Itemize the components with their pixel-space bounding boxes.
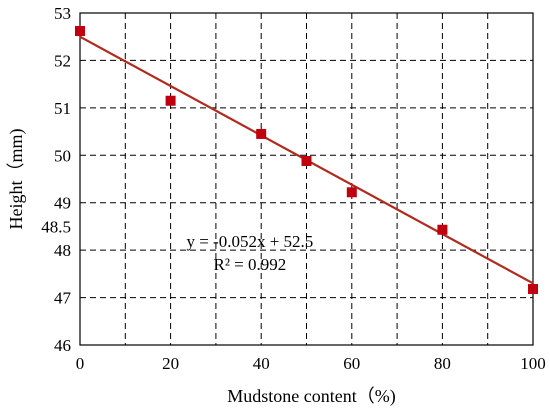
x-tick-label: 20 <box>162 354 179 373</box>
plot-frame <box>79 12 534 346</box>
y-axis-title: Height（mm) <box>6 129 27 230</box>
r-squared-label: R² = 0.992 <box>213 255 286 274</box>
y-tick-label: 46 <box>54 336 71 355</box>
x-tick-label: 40 <box>253 354 270 373</box>
data-point <box>301 155 312 166</box>
x-tick-label: 60 <box>343 354 360 373</box>
x-axis-title: Mudstone content（%) <box>227 386 395 407</box>
trendline-equation: y = -0.052x + 52.5 <box>186 232 313 251</box>
y-tick-label: 48 <box>54 241 71 260</box>
data-points <box>75 26 538 295</box>
y-tick-label: 47 <box>54 289 72 308</box>
y-tick-label: 50 <box>54 146 71 165</box>
y-tick-label: 53 <box>54 4 71 23</box>
y-axis-ticks: 46 47 48 48.5 49 50 51 52 53 <box>41 4 71 355</box>
x-axis-ticks: 0 20 40 60 80 100 <box>76 354 546 373</box>
data-point <box>256 128 267 139</box>
data-point <box>346 187 357 198</box>
x-tick-label: 80 <box>434 354 451 373</box>
data-point <box>528 284 538 295</box>
data-point <box>437 224 448 235</box>
y-tick-label: 51 <box>54 99 71 118</box>
data-point <box>75 26 85 37</box>
data-point <box>165 95 176 106</box>
y-tick-label: 49 <box>54 194 71 213</box>
x-tick-label: 100 <box>520 354 546 373</box>
grid-lines <box>80 13 533 345</box>
x-tick-label: 0 <box>76 354 85 373</box>
y-tick-label: 52 <box>54 51 71 70</box>
y-tick-label: 48.5 <box>41 217 71 236</box>
